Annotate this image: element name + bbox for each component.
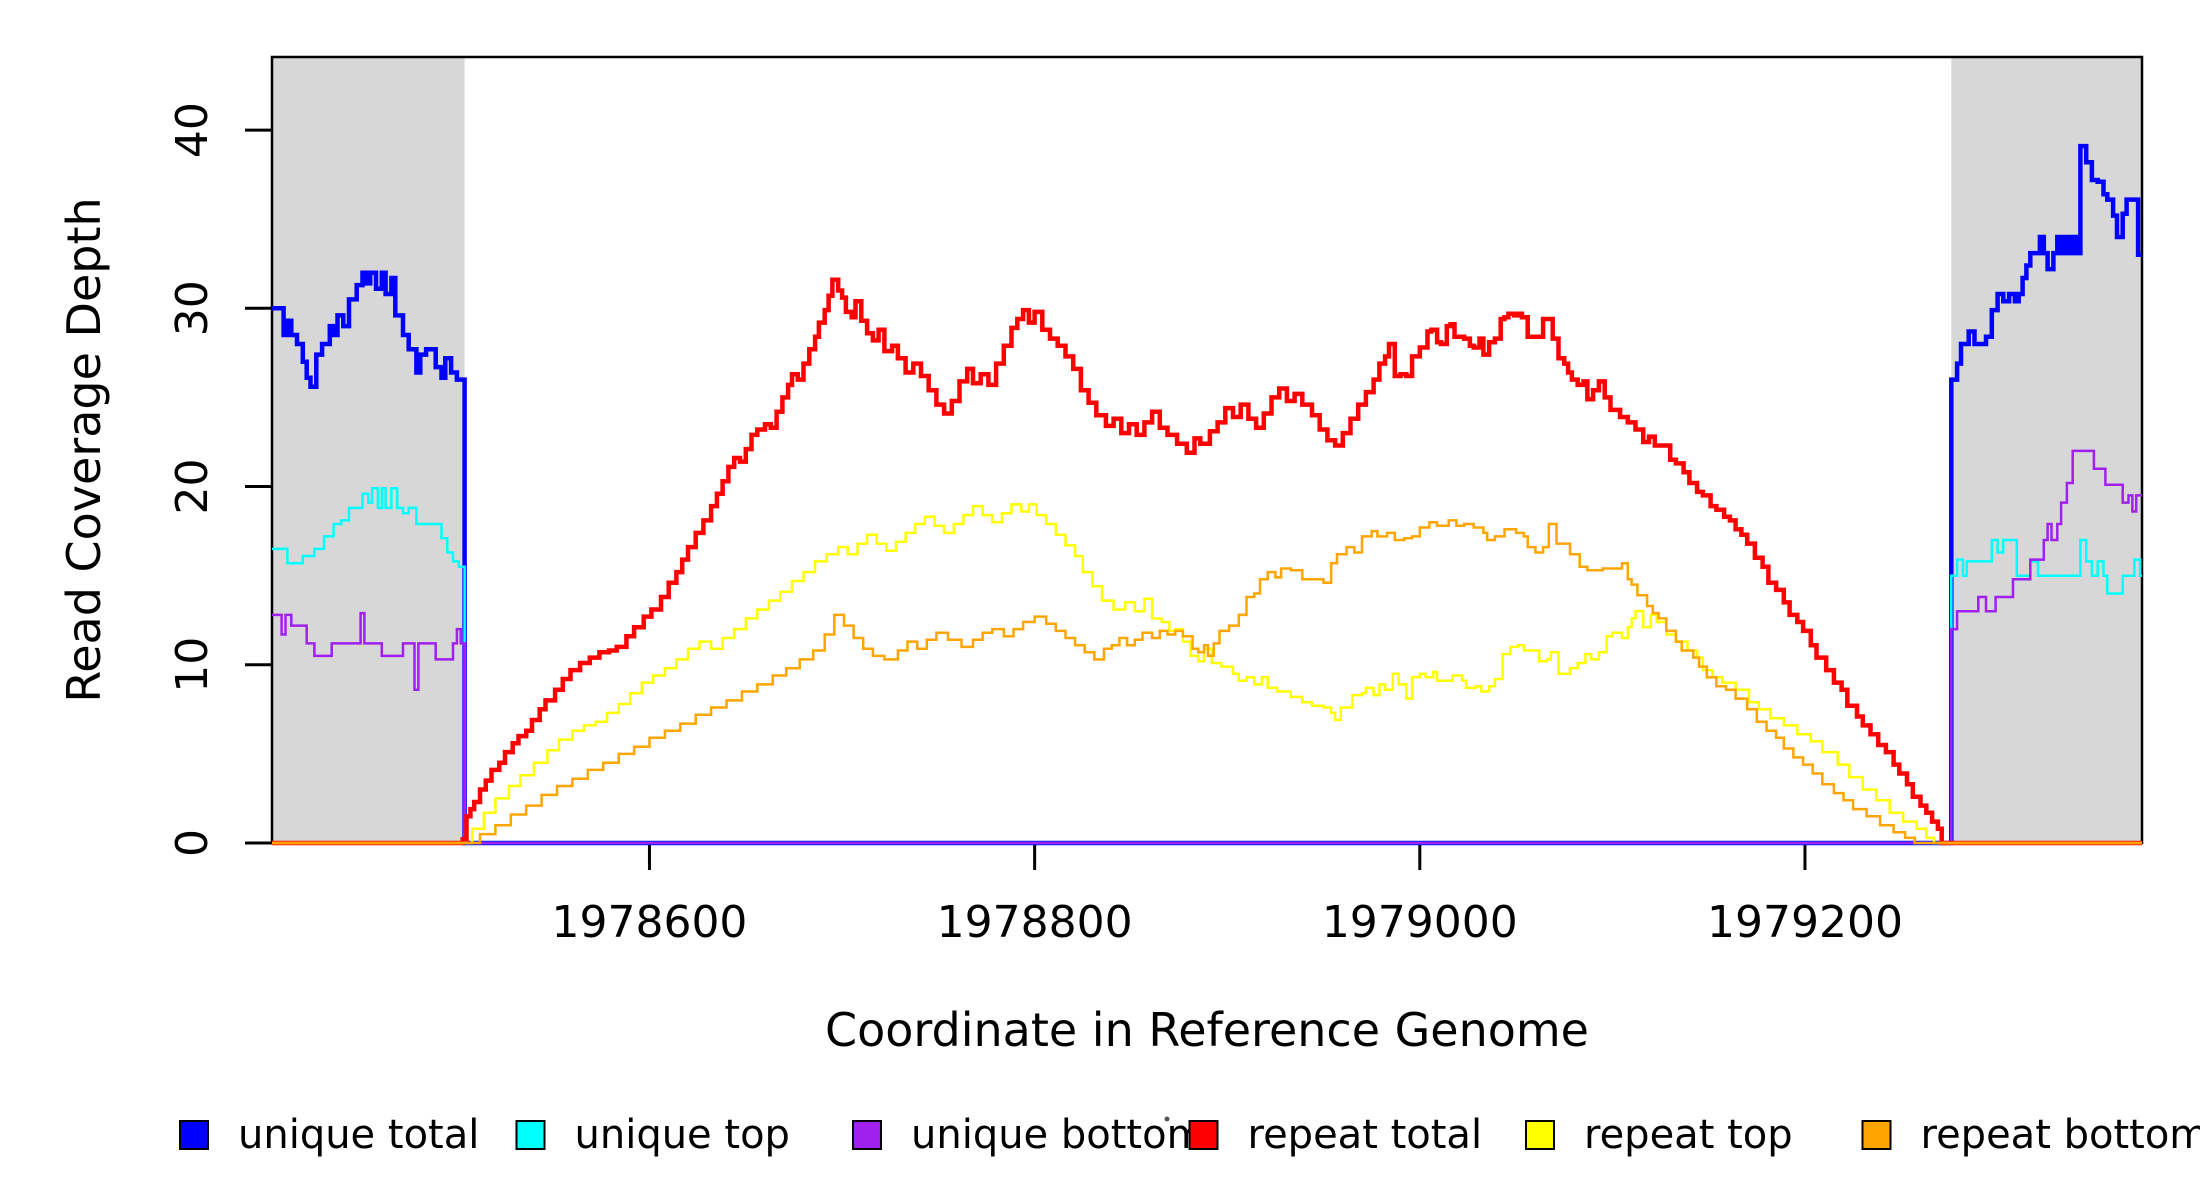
axes: 1978600 1978800 1979000 1979200 0 10 20 30 40 xyxy=(167,102,1903,948)
legend-item-repeat-total: repeat total xyxy=(1188,1112,1483,1158)
series-path-unique-total xyxy=(272,143,2142,846)
legend-item-unique-top: unique top xyxy=(515,1112,790,1158)
x-axis-title: Coordinate in Reference Genome xyxy=(825,1003,1589,1057)
series-path-repeat-bottom xyxy=(272,519,2142,845)
series-path-repeat-total xyxy=(272,277,2142,846)
masked-regions xyxy=(272,57,2142,843)
legend-swatch-repeat-top xyxy=(1525,1120,1555,1150)
legend-swatch-repeat-total xyxy=(1188,1120,1219,1150)
y-tick-label: 20 xyxy=(167,459,218,515)
masked-region-masked-right xyxy=(1951,57,2142,843)
legend-swatch-repeat-bottom xyxy=(1861,1120,1892,1150)
series-path-unique-top xyxy=(272,487,2142,845)
y-tick-label: 10 xyxy=(167,637,218,693)
series-path-unique-bottom xyxy=(272,449,2142,845)
stray-mark xyxy=(1164,1116,1170,1122)
y-tick-label: 0 xyxy=(167,829,218,857)
legend-item-unique-bottom: unique bottom xyxy=(852,1112,1206,1158)
legend-swatch-unique-top xyxy=(515,1120,546,1150)
legend-item-unique-total: unique total xyxy=(179,1112,479,1158)
legend: unique total unique top unique bottom repea… xyxy=(179,1112,2200,1158)
y-tick-label: 30 xyxy=(167,280,218,336)
series-path-repeat-top xyxy=(272,503,2142,845)
legend-label-unique-top: unique top xyxy=(575,1112,790,1158)
legend-item-repeat-top: repeat top xyxy=(1525,1112,1793,1158)
legend-label-repeat-bottom: repeat bottom xyxy=(1921,1112,2200,1158)
legend-swatch-unique-bottom xyxy=(852,1120,882,1150)
y-axis-title: Read Coverage Depth xyxy=(57,197,111,702)
legend-item-repeat-bottom: repeat bottom xyxy=(1861,1112,2200,1158)
y-tick-label: 40 xyxy=(167,102,218,158)
legend-label-repeat-total: repeat total xyxy=(1248,1112,1483,1158)
masked-region-masked-left xyxy=(272,57,465,843)
x-tick-label: 1979200 xyxy=(1707,897,1903,948)
legend-label-unique-bottom: unique bottom xyxy=(911,1112,1206,1158)
x-tick-label: 1978800 xyxy=(937,897,1133,948)
x-tick-label: 1978600 xyxy=(551,897,747,948)
legend-label-repeat-top: repeat top xyxy=(1584,1112,1793,1158)
legend-label-unique-total: unique total xyxy=(238,1112,479,1158)
legend-swatch-unique-total xyxy=(179,1120,209,1150)
series-lines xyxy=(272,143,2142,846)
x-tick-label: 1979000 xyxy=(1322,897,1518,948)
